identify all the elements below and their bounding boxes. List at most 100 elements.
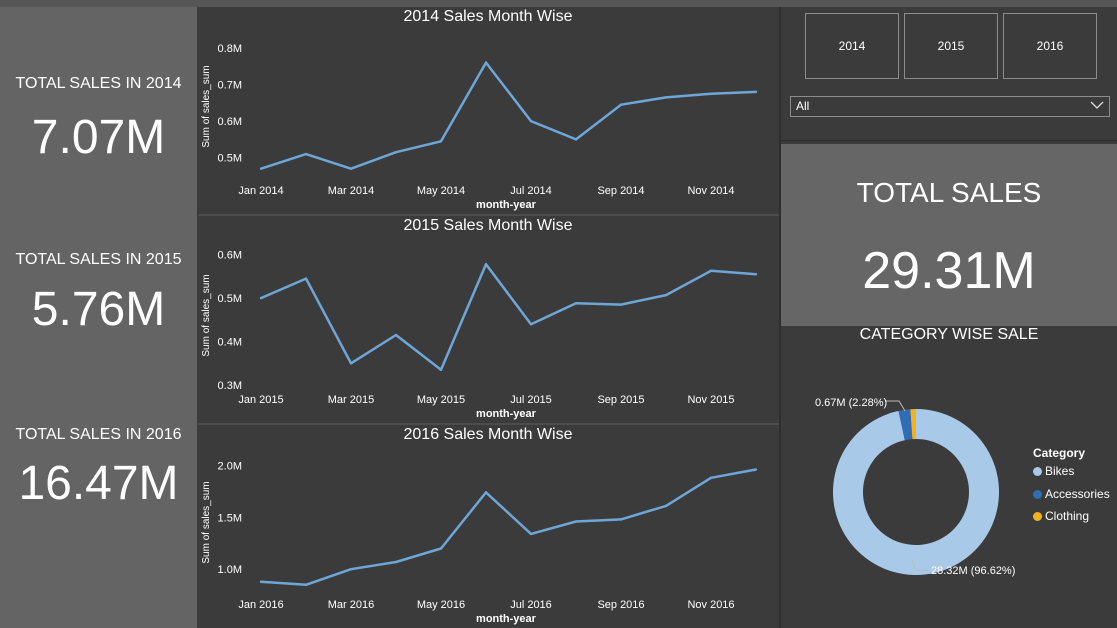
x-tick-label: Mar 2016 <box>328 599 374 611</box>
category-dropdown[interactable]: All <box>790 96 1110 117</box>
y-tick-label: 2.0M <box>218 460 242 472</box>
legend-item-accessories[interactable]: Accessories <box>1033 487 1110 501</box>
chart-2016[interactable]: 2016 Sales Month Wise 1.0M 1.5M 2.0M Jan 201… <box>198 425 779 628</box>
series-line <box>260 262 757 372</box>
y-tick-label: 0.7M <box>218 80 242 92</box>
data-point <box>529 119 533 123</box>
top-bar <box>0 0 1117 7</box>
y-tick-label: 1.0M <box>218 564 242 576</box>
x-tick-label: Jan 2016 <box>238 599 283 611</box>
kpi-column <box>0 7 197 628</box>
x-tick-label: Jan 2015 <box>238 394 283 406</box>
x-tick-label: May 2016 <box>417 599 465 611</box>
series-line <box>260 61 757 170</box>
data-point <box>664 293 668 297</box>
data-point <box>349 362 353 365</box>
kpi-2014-title: TOTAL SALES IN 2014 <box>15 75 182 92</box>
data-point <box>709 92 713 95</box>
x-tick-label: Mar 2015 <box>328 394 374 406</box>
donut-slice-accessories <box>898 409 913 441</box>
legend-title: Category <box>1033 446 1086 460</box>
data-point <box>709 269 713 272</box>
total-sales-value: 29.31M <box>862 242 1036 300</box>
chart-2016-svg: 2016 Sales Month Wise 1.0M 1.5M 2.0M Jan 201… <box>201 426 758 625</box>
x-tick-label: Nov 2014 <box>687 185 734 197</box>
x-axis-label: month-year <box>476 199 537 211</box>
total-sales-title: TOTAL SALES <box>856 177 1042 208</box>
chart-title: 2014 Sales Month Wise <box>404 8 573 25</box>
chart-title: 2016 Sales Month Wise <box>404 426 573 443</box>
y-axis-label: Sum of sales_sum <box>201 274 212 356</box>
data-point <box>619 518 623 521</box>
legend-label-bikes: Bikes <box>1045 464 1075 478</box>
chart-divider-1 <box>198 214 779 216</box>
chart-2014-svg: 2014 Sales Month Wise 0.5M 0.6M 0.7M 0.8M Jan… <box>201 8 758 211</box>
total-sales-card: TOTAL SALES 29.31M <box>781 144 1117 326</box>
data-point <box>259 296 263 300</box>
data-point <box>754 90 758 94</box>
data-point <box>574 138 578 141</box>
x-axis-label: month-year <box>476 613 537 625</box>
legend-label-clothing: Clothing <box>1045 509 1090 523</box>
legend-label-accessories: Accessories <box>1045 487 1110 501</box>
data-point <box>394 151 398 154</box>
data-point <box>664 96 668 99</box>
legend-item-clothing[interactable]: Clothing <box>1033 509 1089 523</box>
data-point <box>304 583 308 587</box>
x-tick-label: Nov 2016 <box>687 599 734 611</box>
data-point <box>304 152 308 156</box>
clothing-swatch-icon <box>1033 511 1042 521</box>
x-tick-label: Sep 2014 <box>597 185 644 197</box>
accessories-slice-label: 0.67M (2.28%) <box>815 397 888 409</box>
chart-2015-svg: 2015 Sales Month Wise 0.3M 0.4M 0.5M 0.6M Jan… <box>201 217 758 420</box>
series-line <box>260 468 757 587</box>
x-tick-label: Mar 2014 <box>328 185 374 197</box>
data-point <box>484 61 488 64</box>
category-chart-title: CATEGORY WISE SALE <box>859 326 1039 343</box>
x-tick-label: Jul 2016 <box>510 599 552 611</box>
bikes-leader-line <box>911 559 928 571</box>
x-tick-label: Sep 2016 <box>597 599 644 611</box>
panel-divider <box>779 7 781 628</box>
kpi-2016-value: 16.47M <box>18 457 179 510</box>
accessories-leader-line <box>885 400 906 412</box>
y-axis-label: Sum of sales_sum <box>201 65 212 147</box>
dropdown-value: All <box>796 99 810 113</box>
chart-2014[interactable]: 2014 Sales Month Wise 0.5M 0.6M 0.7M 0.8M Jan… <box>198 7 779 214</box>
y-tick-label: 0.5M <box>218 293 242 305</box>
y-tick-label: 0.5M <box>218 153 242 165</box>
slicer-2016-button[interactable]: 2016 <box>1003 13 1097 79</box>
x-tick-label: May 2014 <box>417 185 465 197</box>
kpi-2016-title: TOTAL SALES IN 2016 <box>15 426 182 443</box>
y-tick-label: 0.4M <box>218 337 242 349</box>
data-point <box>439 140 443 143</box>
kpi-2014-value: 7.07M <box>31 111 166 164</box>
y-tick-label: 1.5M <box>218 512 242 524</box>
kpi-2015-title: TOTAL SALES IN 2015 <box>15 251 182 268</box>
slicer-2015-button[interactable]: 2015 <box>904 13 998 79</box>
chart-2015[interactable]: 2015 Sales Month Wise 0.3M 0.4M 0.5M 0.6M Jan… <box>198 216 779 423</box>
legend-item-bikes[interactable]: Bikes <box>1033 464 1074 478</box>
slicer-2014-button[interactable]: 2014 <box>805 13 899 79</box>
data-point <box>619 303 623 306</box>
data-point <box>349 167 353 170</box>
donut-slice-bikes <box>833 409 999 575</box>
data-point <box>304 277 308 280</box>
data-point <box>484 263 488 266</box>
data-point <box>439 547 443 550</box>
data-point <box>754 273 758 276</box>
donut-slice-clothing <box>910 409 916 440</box>
data-point <box>619 103 623 106</box>
y-tick-label: 0.6M <box>218 116 242 128</box>
category-donut-chart[interactable] <box>831 407 1001 577</box>
data-point <box>664 504 668 508</box>
x-tick-label: Sep 2015 <box>597 394 644 406</box>
chevron-down-icon <box>1090 101 1104 109</box>
x-tick-label: May 2015 <box>417 394 465 406</box>
data-point <box>349 568 353 571</box>
slicer-separator <box>781 140 1117 141</box>
data-point <box>259 167 263 170</box>
y-axis-label: Sum of sales_sum <box>201 481 212 563</box>
kpi-2015-value: 5.76M <box>31 283 166 336</box>
bikes-slice-label: 28.32M (96.62%) <box>931 565 1016 577</box>
